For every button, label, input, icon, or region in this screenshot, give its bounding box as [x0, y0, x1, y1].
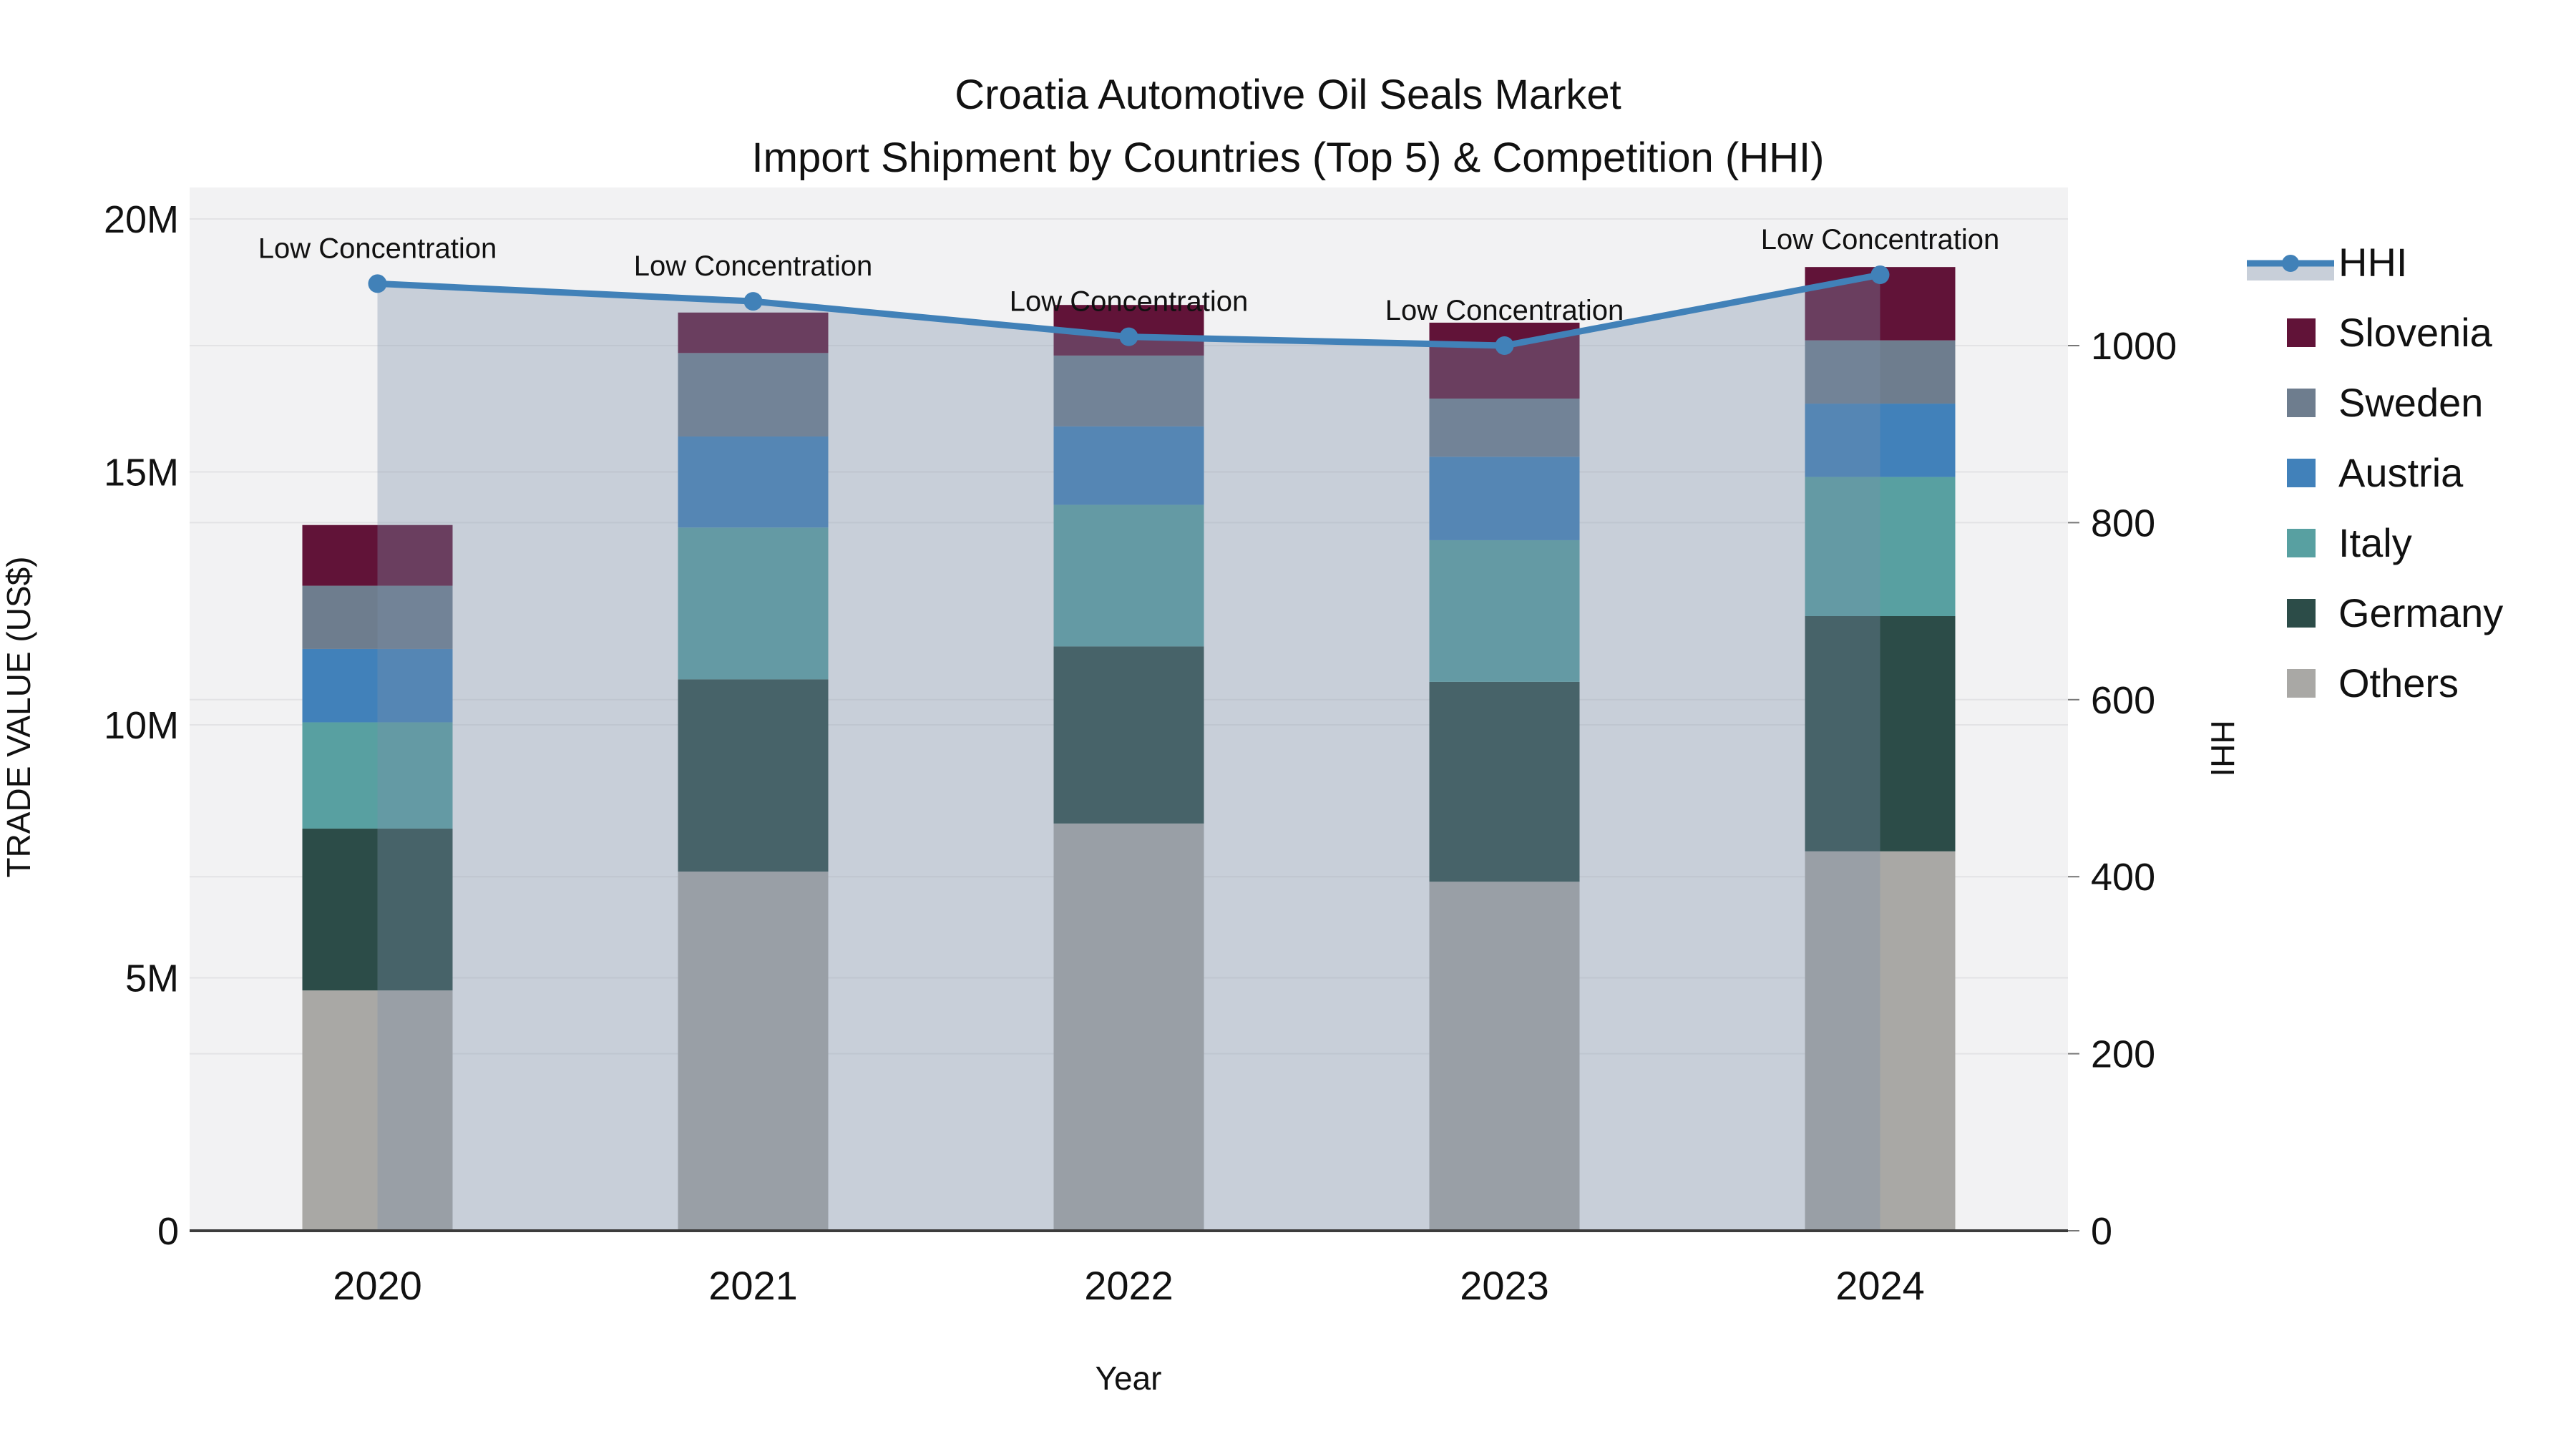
legend-swatch-italy — [2287, 529, 2316, 557]
legend-item-hhi[interactable]: HHI — [2247, 240, 2407, 285]
right-tick-200: 200 — [2091, 1033, 2155, 1076]
legend-item-sweden[interactable]: Sweden — [2287, 380, 2483, 425]
hhi-marker-2024[interactable] — [1870, 265, 1890, 285]
x-tick-2022: 2022 — [1084, 1263, 1174, 1308]
right-tick-800: 800 — [2091, 502, 2155, 545]
bar-segment-others-2021[interactable] — [678, 872, 829, 1231]
left-tick-5M: 5M — [125, 957, 179, 1000]
bar-segment-slovenia-2020[interactable] — [302, 525, 453, 586]
x-tick-2023: 2023 — [1460, 1263, 1549, 1308]
legend-swatch-germany — [2287, 599, 2316, 628]
bar-segment-sweden-2023[interactable] — [1429, 398, 1580, 457]
annotation-2021: Low Concentration — [634, 250, 873, 282]
x-tick-2024: 2024 — [1835, 1263, 1925, 1308]
bar-segment-italy-2020[interactable] — [302, 722, 453, 829]
legend-swatch-sweden — [2287, 389, 2316, 417]
legend-label-austria: Austria — [2338, 450, 2464, 495]
chart-subtitle: Import Shipment by Countries (Top 5) & C… — [752, 135, 1825, 181]
left-tick-15M: 15M — [104, 452, 179, 494]
legend-item-austria[interactable]: Austria — [2287, 450, 2464, 495]
bar-segment-austria-2021[interactable] — [678, 436, 829, 528]
right-tick-600: 600 — [2091, 679, 2155, 722]
bar-segment-austria-2023[interactable] — [1429, 457, 1580, 540]
right-tick-0: 0 — [2091, 1210, 2112, 1253]
bar-segment-sweden-2022[interactable] — [1053, 355, 1204, 426]
x-tick-2020: 2020 — [333, 1263, 422, 1308]
bar-segment-germany-2024[interactable] — [1805, 615, 1956, 852]
bar-segment-germany-2023[interactable] — [1429, 681, 1580, 882]
legend-item-others[interactable]: Others — [2287, 660, 2459, 706]
left-tick-20M: 20M — [104, 198, 179, 241]
bar-segment-italy-2023[interactable] — [1429, 540, 1580, 682]
bar-segment-germany-2021[interactable] — [678, 679, 829, 872]
bar-segment-others-2024[interactable] — [1805, 851, 1956, 1231]
bars-layer — [302, 267, 1956, 1231]
annotation-2024: Low Concentration — [1761, 224, 2000, 255]
legend-hhi-marker-swatch — [2282, 255, 2299, 272]
bar-segment-germany-2022[interactable] — [1053, 646, 1204, 824]
x-axis-title: Year — [1096, 1360, 1162, 1397]
bar-segment-sweden-2021[interactable] — [678, 353, 829, 437]
legend-item-germany[interactable]: Germany — [2287, 590, 2503, 635]
bar-segment-italy-2024[interactable] — [1805, 477, 1956, 616]
bar-segment-others-2023[interactable] — [1429, 882, 1580, 1231]
annotation-2020: Low Concentration — [258, 233, 497, 264]
bar-segment-sweden-2020[interactable] — [302, 585, 453, 649]
x-tick-2021: 2021 — [708, 1263, 798, 1308]
left-tick-0: 0 — [157, 1210, 179, 1253]
axis-layer — [190, 345, 2079, 1232]
legend-item-slovenia[interactable]: Slovenia — [2287, 310, 2493, 355]
legend-label-slovenia: Slovenia — [2338, 310, 2493, 355]
annotation-2023: Low Concentration — [1385, 295, 1624, 326]
bar-segment-others-2022[interactable] — [1053, 823, 1204, 1231]
chart-title: Croatia Automotive Oil Seals Market — [955, 72, 1621, 118]
legend-label-italy: Italy — [2338, 520, 2412, 565]
hhi-marker-2023[interactable] — [1495, 336, 1514, 355]
bar-segment-austria-2020[interactable] — [302, 648, 453, 723]
legend-item-italy[interactable]: Italy — [2287, 520, 2412, 565]
hhi-area-layer — [377, 275, 1880, 1231]
bar-segment-austria-2024[interactable] — [1805, 404, 1956, 477]
legend-swatch-others — [2287, 669, 2316, 698]
bar-segment-slovenia-2021[interactable] — [678, 312, 829, 353]
legend-swatch-austria — [2287, 459, 2316, 487]
right-tick-1000: 1000 — [2091, 325, 2177, 368]
bar-segment-others-2020[interactable] — [302, 990, 453, 1231]
right-tick-400: 400 — [2091, 856, 2155, 899]
left-axis-title: TRADE VALUE (US$) — [0, 556, 37, 877]
annotation-2022: Low Concentration — [1010, 286, 1249, 318]
hhi-line-layer — [368, 265, 1890, 355]
right-axis-title: HHI — [2204, 720, 2241, 776]
hhi-marker-2021[interactable] — [743, 292, 763, 311]
left-tick-10M: 10M — [104, 704, 179, 747]
legend: HHI Slovenia Sweden Austria Italy Germany Othe… — [2247, 240, 2503, 706]
bar-segment-germany-2020[interactable] — [302, 828, 453, 991]
hhi-marker-2020[interactable] — [368, 274, 387, 293]
bar-segment-sweden-2024[interactable] — [1805, 340, 1956, 404]
annotations-layer: Low Concentration Low Concentration Low Co… — [258, 224, 2000, 326]
bar-segment-austria-2022[interactable] — [1053, 426, 1204, 505]
hhi-area — [377, 275, 1880, 1231]
bar-segment-italy-2022[interactable] — [1053, 504, 1204, 647]
legend-label-germany: Germany — [2338, 590, 2503, 635]
tick-labels-layer: 0 5M 10M 15M 20M 0 200 400 600 800 1000 2020 2021 202… — [104, 198, 2177, 1308]
legend-swatch-slovenia — [2287, 318, 2316, 347]
bar-segment-italy-2021[interactable] — [678, 527, 829, 680]
legend-label-sweden: Sweden — [2338, 380, 2483, 425]
hhi-marker-2022[interactable] — [1119, 327, 1138, 346]
legend-label-hhi: HHI — [2338, 240, 2407, 285]
legend-label-others: Others — [2338, 660, 2459, 706]
